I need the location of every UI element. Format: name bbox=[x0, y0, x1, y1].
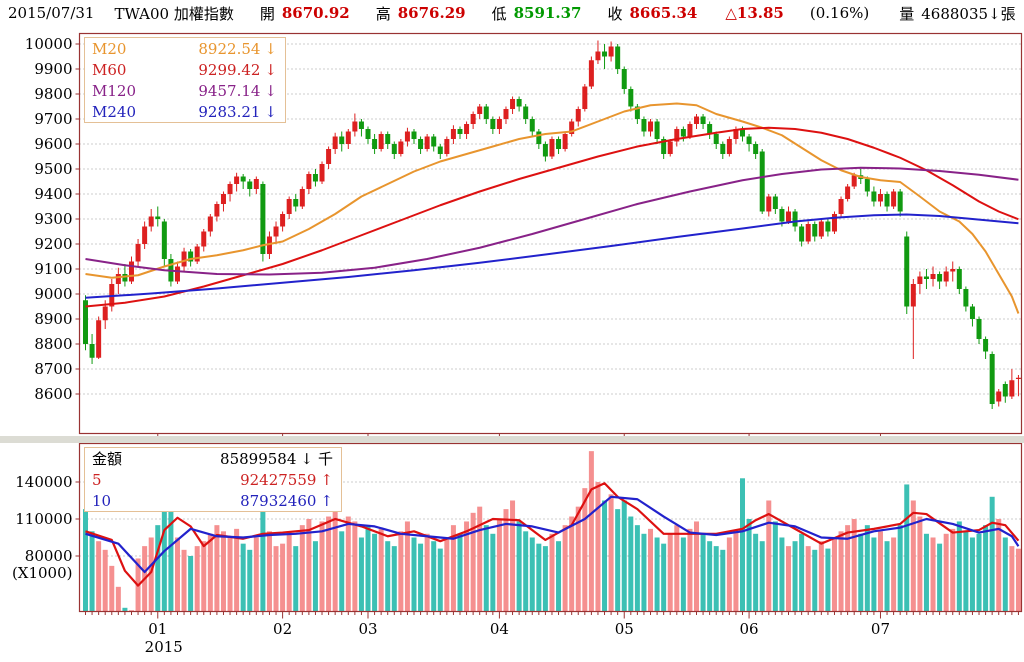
svg-text:06: 06 bbox=[740, 620, 759, 638]
ma120-label: M120 bbox=[92, 81, 136, 100]
change-percent: (0.16%) bbox=[809, 4, 870, 22]
quote-date: 2015/07/31 bbox=[8, 4, 95, 22]
ma240-value: 9283.21 bbox=[198, 102, 261, 121]
ma240-label: M240 bbox=[92, 102, 136, 121]
ma60-label: M60 bbox=[92, 60, 127, 79]
svg-text:80000: 80000 bbox=[25, 547, 73, 565]
high-value: 8676.29 bbox=[397, 4, 466, 22]
volume-legend: 金額 85899584 ↓ 千 5 92427559 ↑ 10 87932460… bbox=[84, 447, 342, 512]
svg-text:9700: 9700 bbox=[34, 110, 72, 128]
quote-header: 2015/07/31 TWA00 加權指數 開 8670.92 高 8676.2… bbox=[0, 0, 1024, 26]
svg-text:9900: 9900 bbox=[34, 60, 72, 78]
ma60-arrow-icon: ↓ bbox=[264, 60, 277, 79]
ma20-value: 8922.54 bbox=[198, 39, 261, 58]
svg-text:2015: 2015 bbox=[145, 638, 183, 656]
ma120-arrow-icon: ↓ bbox=[264, 81, 277, 100]
svg-text:03: 03 bbox=[358, 620, 377, 638]
amount-unit: 千 bbox=[317, 450, 333, 468]
svg-text:9500: 9500 bbox=[34, 160, 72, 178]
svg-text:05: 05 bbox=[615, 620, 634, 638]
open-label: 開 bbox=[259, 4, 275, 23]
svg-text:9300: 9300 bbox=[34, 210, 72, 228]
svg-text:8600: 8600 bbox=[34, 385, 72, 403]
vol-ma10-arrow-icon: ↑ bbox=[320, 491, 333, 510]
open-value: 8670.92 bbox=[281, 4, 350, 22]
svg-text:01: 01 bbox=[148, 620, 167, 638]
change-value: △13.85 bbox=[725, 4, 784, 22]
svg-text:07: 07 bbox=[871, 620, 890, 638]
amount-label: 金額 bbox=[92, 450, 123, 468]
vol-ma5-label: 5 bbox=[92, 470, 102, 489]
high-label: 高 bbox=[375, 4, 391, 23]
ma240-arrow-icon: ↓ bbox=[264, 102, 277, 121]
svg-text:10000: 10000 bbox=[25, 35, 73, 53]
amount-value: 85899584 bbox=[220, 449, 297, 468]
ma20-arrow-icon: ↓ bbox=[264, 39, 277, 58]
volume-legend-row: 5 92427559 ↑ bbox=[85, 469, 341, 490]
svg-text:04: 04 bbox=[490, 620, 509, 638]
symbol-name: TWA00 加權指數 bbox=[114, 4, 234, 23]
svg-text:110000: 110000 bbox=[15, 510, 72, 528]
ma-legend: M20 8922.54 ↓ M60 9299.42 ↓ M120 9457.14… bbox=[84, 37, 286, 123]
amount-arrow-icon: ↓ bbox=[300, 449, 313, 468]
svg-text:9100: 9100 bbox=[34, 260, 72, 278]
ma120-value: 9457.14 bbox=[198, 81, 261, 100]
volume-legend-row: 10 87932460 ↑ bbox=[85, 490, 341, 511]
ma20-label: M20 bbox=[92, 39, 127, 58]
svg-text:8700: 8700 bbox=[34, 360, 72, 378]
pane-separator bbox=[0, 436, 1024, 443]
vol-ma5-arrow-icon: ↑ bbox=[320, 470, 333, 489]
ma-legend-row: M240 9283.21 ↓ bbox=[85, 101, 285, 122]
svg-text:8800: 8800 bbox=[34, 335, 72, 353]
ma-legend-row: M120 9457.14 ↓ bbox=[85, 80, 285, 101]
svg-text:02: 02 bbox=[273, 620, 292, 638]
low-label: 低 bbox=[491, 4, 507, 23]
ma-legend-row: M20 8922.54 ↓ bbox=[85, 38, 285, 59]
svg-text:8900: 8900 bbox=[34, 310, 72, 328]
svg-text:(X1000): (X1000) bbox=[12, 564, 73, 582]
svg-text:140000: 140000 bbox=[15, 473, 72, 491]
volume-label: 量 bbox=[899, 4, 915, 23]
ma-legend-row: M60 9299.42 ↓ bbox=[85, 59, 285, 80]
volume-value: 4688035↓張 bbox=[921, 4, 1016, 23]
vol-ma10-label: 10 bbox=[92, 491, 112, 510]
svg-text:9000: 9000 bbox=[34, 285, 72, 303]
close-value: 8665.34 bbox=[629, 4, 698, 22]
vol-ma5-value: 92427559 bbox=[240, 470, 317, 489]
svg-text:9800: 9800 bbox=[34, 85, 72, 103]
svg-text:9200: 9200 bbox=[34, 235, 72, 253]
ma60-value: 9299.42 bbox=[198, 60, 261, 79]
svg-text:9400: 9400 bbox=[34, 185, 72, 203]
vol-ma10-value: 87932460 bbox=[240, 491, 317, 510]
volume-legend-row: 金額 85899584 ↓ 千 bbox=[85, 448, 341, 469]
svg-text:9600: 9600 bbox=[34, 135, 72, 153]
low-value: 8591.37 bbox=[513, 4, 582, 22]
close-label: 收 bbox=[607, 4, 623, 23]
